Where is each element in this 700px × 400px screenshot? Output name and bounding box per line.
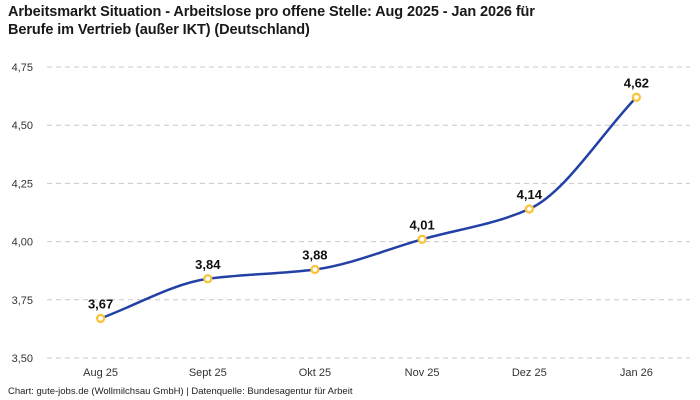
- data-point-label: 3,67: [88, 296, 113, 311]
- data-point-label: 3,84: [195, 257, 221, 272]
- y-tick-label: 4,00: [12, 237, 33, 249]
- chart-attribution: Chart: gute-jobs.de (Wollmilchsau GmbH) …: [8, 386, 353, 397]
- y-tick-label: 4,50: [12, 120, 33, 132]
- x-tick-label: Jan 26: [620, 367, 653, 379]
- data-point-marker[interactable]: [631, 92, 642, 102]
- x-tick-label: Nov 25: [405, 367, 440, 379]
- data-point-label: 4,01: [409, 217, 434, 232]
- data-point-marker[interactable]: [417, 234, 427, 244]
- trend-line: [99, 96, 638, 320]
- y-tick-label: 3,75: [12, 295, 33, 307]
- y-tick-label: 4,25: [12, 178, 33, 190]
- data-point-marker[interactable]: [524, 204, 534, 214]
- x-tick-label: Aug 25: [83, 367, 118, 379]
- x-tick-label: Dez 25: [512, 367, 547, 379]
- x-tick-label: Sept 25: [189, 367, 227, 379]
- data-point-marker[interactable]: [95, 313, 106, 324]
- data-point-label: 4,14: [517, 187, 543, 202]
- data-point-marker[interactable]: [310, 264, 320, 275]
- y-tick-label: 3,50: [12, 353, 33, 365]
- chart-title: Arbeitsmarkt Situation - Arbeitslose pro…: [8, 4, 535, 38]
- data-point-marker[interactable]: [203, 274, 213, 284]
- data-point-label: 4,62: [624, 75, 649, 90]
- data-point-label: 3,88: [302, 248, 327, 263]
- x-tick-label: Okt 25: [299, 367, 331, 379]
- y-tick-label: 4,75: [12, 62, 33, 74]
